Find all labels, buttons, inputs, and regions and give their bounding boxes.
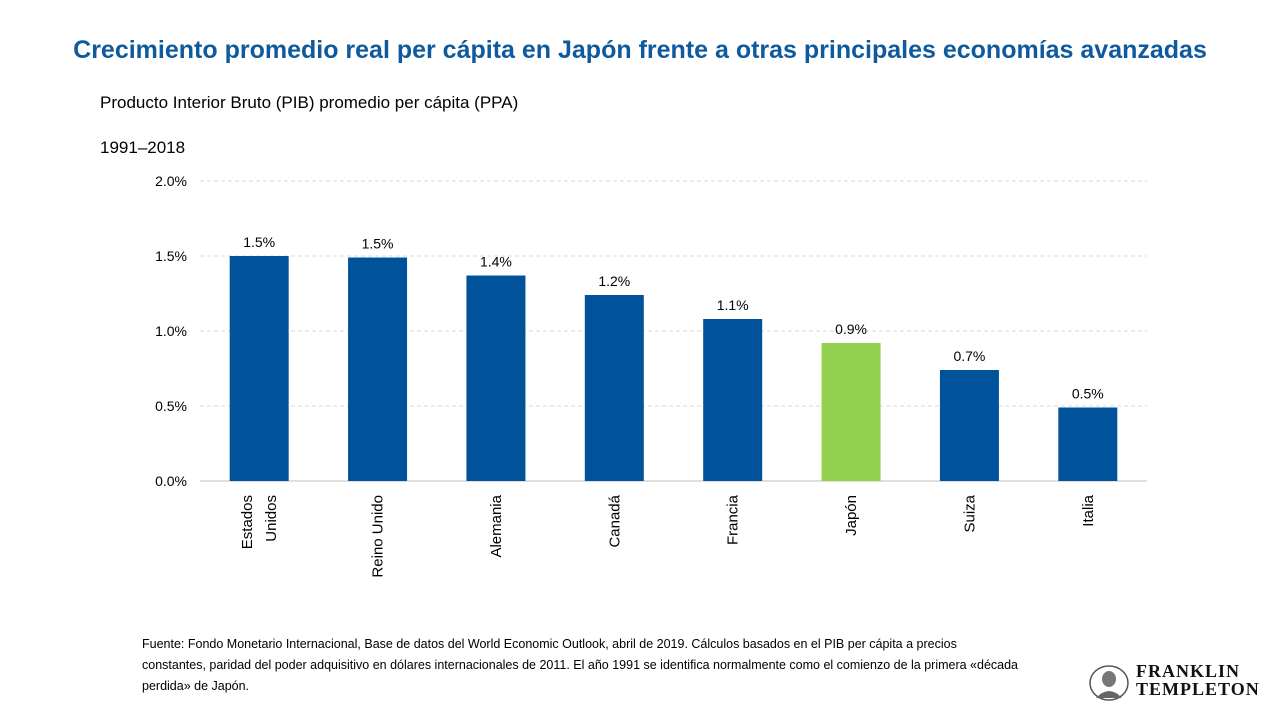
chart-subtitle: Producto Interior Bruto (PIB) promedio p… bbox=[100, 93, 519, 112]
x-tick-label-line: Francia bbox=[725, 494, 742, 545]
y-tick-label: 2.0% bbox=[155, 173, 187, 189]
x-tick-label: Japón bbox=[843, 495, 860, 536]
logo-line-1: FRANKLIN bbox=[1136, 661, 1241, 681]
y-tick-label: 1.0% bbox=[155, 323, 187, 339]
x-tick-label: Italia bbox=[1080, 494, 1097, 526]
x-tick-label: Reino Unido bbox=[370, 495, 387, 578]
x-tick-label-line: Alemania bbox=[488, 494, 505, 557]
franklin-templeton-logo: FRANKLIN TEMPLETON bbox=[1088, 662, 1268, 702]
logo-line-2: TEMPLETON bbox=[1136, 679, 1260, 699]
bar bbox=[703, 319, 763, 481]
x-tick-label: Suiza bbox=[961, 494, 978, 532]
x-tick-label: Canadá bbox=[606, 494, 623, 547]
bar bbox=[821, 343, 881, 481]
data-label: 1.1% bbox=[717, 297, 749, 313]
data-label: 0.9% bbox=[835, 321, 867, 337]
x-tick-label-line: Canadá bbox=[606, 494, 623, 547]
franklin-portrait-icon bbox=[1089, 665, 1129, 701]
source-footnote: Fuente: Fondo Monetario Internacional, B… bbox=[142, 637, 1019, 693]
x-tick-label-line: Estados bbox=[239, 495, 256, 549]
data-label: 1.5% bbox=[362, 236, 394, 252]
bar bbox=[1058, 407, 1118, 481]
bar bbox=[584, 295, 644, 481]
data-label: 1.2% bbox=[598, 273, 630, 289]
data-label: 0.5% bbox=[1072, 386, 1104, 402]
y-tick-label: 1.5% bbox=[155, 248, 187, 264]
chart-period: 1991–2018 bbox=[100, 138, 186, 157]
x-tick-label: Francia bbox=[725, 494, 742, 545]
x-tick-label: Estados Unidos bbox=[239, 495, 280, 549]
x-tick-label-line: Suiza bbox=[961, 494, 978, 532]
bar bbox=[939, 370, 999, 481]
data-label: 1.5% bbox=[243, 234, 275, 250]
x-tick-label: Alemania bbox=[488, 494, 505, 557]
bar bbox=[229, 256, 289, 481]
data-label: 1.4% bbox=[480, 254, 512, 270]
x-tick-label-line: Italia bbox=[1080, 494, 1097, 526]
x-tick-label-line: Japón bbox=[843, 495, 860, 536]
x-tick-label-line: Reino Unido bbox=[370, 495, 387, 578]
bar-chart: 0.0% 0.5% 1.0% 1.5% 2.0% 1.5% Estados Unidos 1.5… bbox=[155, 173, 1147, 578]
logo-text: FRANKLIN TEMPLETON bbox=[1136, 662, 1260, 698]
y-tick-label: 0.0% bbox=[155, 473, 187, 489]
x-tick-label-line: Unidos bbox=[263, 495, 280, 542]
bar bbox=[466, 275, 526, 481]
data-label: 0.7% bbox=[953, 348, 985, 364]
chart-title: Crecimiento promedio real per cápita en … bbox=[73, 36, 1207, 64]
y-tick-label: 0.5% bbox=[155, 398, 187, 414]
bar bbox=[348, 257, 408, 481]
